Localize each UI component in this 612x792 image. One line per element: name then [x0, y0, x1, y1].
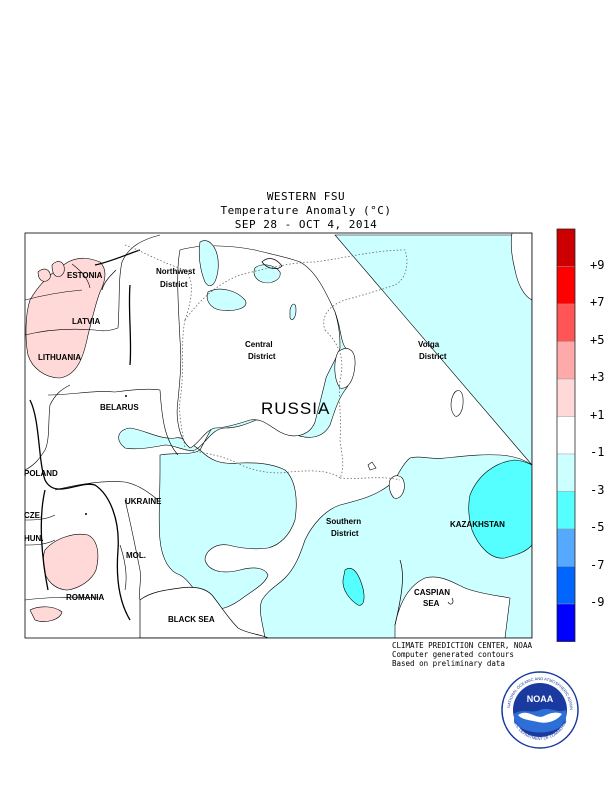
label-black-sea: BLACK SEA	[168, 615, 215, 624]
label-volga-district-1: Volga	[418, 340, 440, 349]
country-borders	[25, 234, 179, 601]
label-volga-district-2: District	[419, 352, 447, 361]
strong-cool-region-kazakhstan	[468, 459, 532, 559]
label-southern-district-2: District	[331, 529, 359, 538]
legend-swatch	[556, 416, 576, 455]
label-southern-district-1: Southern	[326, 517, 361, 526]
label-hun: HUN.	[24, 534, 44, 543]
district-boundaries	[124, 244, 408, 481]
minsk-marker	[125, 395, 127, 397]
legend-swatch	[556, 566, 576, 605]
label-russia: RUSSIA	[261, 399, 330, 418]
legend-swatch	[556, 228, 576, 267]
legend-label: -5	[590, 520, 605, 534]
legend-label: -7	[590, 557, 605, 572]
map-frame-content	[25, 233, 532, 638]
label-caspian-2: SEA	[423, 599, 440, 608]
noaa-logo: NOAA NATIONAL OCEANIC AND ATMOSPHERIC AD…	[500, 670, 579, 749]
credit-line-1: CLIMATE PREDICTION CENTER, NOAA	[392, 641, 532, 650]
legend-swatch	[556, 491, 576, 530]
credit-line-3: Based on preliminary data	[392, 659, 505, 668]
label-caspian-1: CASPIAN	[414, 588, 450, 597]
label-mol: MOL.	[126, 551, 146, 560]
label-central-district-1: Central	[245, 340, 273, 349]
legend-label: -1	[590, 445, 605, 459]
label-northwest-district-2: District	[160, 280, 188, 289]
label-ukraine: UKRAINE	[125, 497, 162, 506]
label-poland: POLAND	[24, 469, 58, 478]
map-period: SEP 28 - OCT 4, 2014	[234, 218, 378, 231]
city-marker	[85, 513, 87, 515]
legend-label: +5	[590, 332, 605, 347]
label-estonia: ESTONIA	[67, 271, 103, 280]
legend-swatch	[556, 528, 576, 567]
legend-label: +9	[590, 257, 605, 272]
label-lithuania: LITHUANIA	[38, 353, 81, 362]
warm-anomaly-baltic	[25, 257, 106, 379]
legend-swatch	[556, 266, 576, 305]
legend-swatch	[556, 603, 576, 642]
legend-swatch	[556, 341, 576, 380]
legend-label: -9	[590, 595, 605, 609]
legend-color-bar	[556, 228, 576, 642]
label-northwest-district-1: Northwest	[156, 267, 195, 276]
legend-label: +7	[590, 295, 605, 309]
label-kazakhstan: KAZAKHSTAN	[450, 520, 505, 529]
label-cze: CZE.	[24, 511, 42, 520]
label-romania: ROMANIA	[66, 593, 104, 602]
label-latvia: LATVIA	[72, 317, 101, 326]
legend-label: -3	[590, 482, 605, 497]
legend-swatch	[556, 453, 576, 492]
zero-contours	[29, 249, 141, 621]
legend-swatch	[556, 303, 576, 342]
map-title: WESTERN FSU	[266, 190, 346, 203]
map-frame	[24, 232, 533, 639]
legend-label: +1	[590, 407, 605, 422]
legend-swatch	[556, 378, 576, 417]
credit-line-2: Computer generated contours	[392, 650, 514, 659]
map-subtitle: Temperature Anomaly (°C)	[220, 204, 392, 217]
noaa-logo-text: NOAA	[527, 694, 554, 704]
label-belarus: BELARUS	[100, 403, 139, 412]
legend-label: +3	[590, 370, 605, 384]
label-central-district-2: District	[248, 352, 276, 361]
